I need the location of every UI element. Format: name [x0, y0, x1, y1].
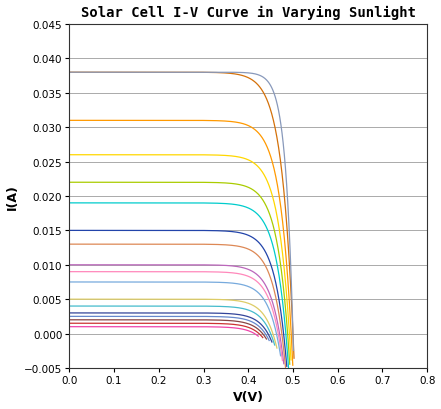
X-axis label: V(V): V(V): [233, 391, 264, 403]
Title: Solar Cell I-V Curve in Varying Sunlight: Solar Cell I-V Curve in Varying Sunlight: [81, 6, 416, 20]
Y-axis label: I(A): I(A): [6, 184, 19, 209]
